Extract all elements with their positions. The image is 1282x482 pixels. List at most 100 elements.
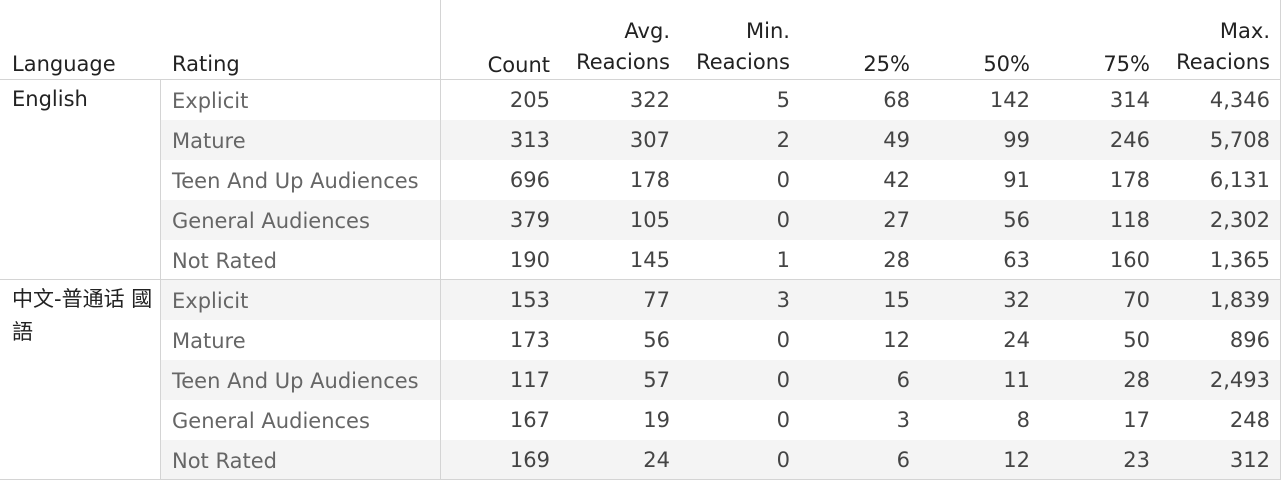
- group-divider: [0, 479, 1280, 480]
- cell-max: 1,365: [1209, 248, 1270, 272]
- header-avg-line1: Avg.: [624, 19, 670, 43]
- cell-min: 0: [776, 208, 790, 232]
- cell-p75: 70: [1123, 288, 1150, 312]
- cell-p75: 17: [1123, 408, 1150, 432]
- cell-p50: 142: [989, 88, 1030, 112]
- cell-avg: 307: [629, 128, 670, 152]
- cell-max: 1,839: [1209, 288, 1270, 312]
- cell-p25: 42: [883, 168, 910, 192]
- rating-cell: Not Rated: [172, 449, 277, 473]
- cell-count: 379: [509, 208, 550, 232]
- cell-avg: 77: [643, 288, 670, 312]
- cell-p75: 160: [1109, 248, 1150, 272]
- cell-p75: 246: [1109, 128, 1150, 152]
- cell-p50: 24: [1003, 328, 1030, 352]
- cell-p50: 99: [1003, 128, 1030, 152]
- cell-count: 696: [509, 168, 550, 192]
- header-min-line2: Reacions: [696, 50, 790, 74]
- cell-p75: 178: [1109, 168, 1150, 192]
- rating-cell: Teen And Up Audiences: [172, 369, 419, 393]
- cell-p25: 6: [896, 368, 910, 392]
- cell-p25: 68: [883, 88, 910, 112]
- cell-max: 4,346: [1209, 88, 1270, 112]
- cell-max: 6,131: [1209, 168, 1270, 192]
- rating-cell: Not Rated: [172, 249, 277, 273]
- header-count: Count: [487, 53, 550, 77]
- cell-min: 0: [776, 168, 790, 192]
- cell-p25: 12: [883, 328, 910, 352]
- cell-p25: 28: [883, 248, 910, 272]
- cell-count: 117: [509, 368, 550, 392]
- cell-avg: 57: [643, 368, 670, 392]
- cell-avg: 105: [629, 208, 670, 232]
- header-p75: 75%: [1103, 52, 1150, 76]
- dim-divider: [440, 0, 441, 480]
- rating-cell: Explicit: [172, 289, 249, 313]
- cell-p50: 63: [1003, 248, 1030, 272]
- right-border: [1280, 0, 1281, 480]
- header-rating: Rating: [172, 52, 240, 76]
- language-label: English: [12, 87, 88, 111]
- cell-p75: 23: [1123, 448, 1150, 472]
- cell-avg: 178: [629, 168, 670, 192]
- cell-p50: 91: [1003, 168, 1030, 192]
- header-min-line1: Min.: [746, 19, 790, 43]
- cell-avg: 19: [643, 408, 670, 432]
- cell-count: 205: [509, 88, 550, 112]
- cell-p75: 118: [1109, 208, 1150, 232]
- header-max-line1: Max.: [1219, 19, 1270, 43]
- rating-cell: Mature: [172, 329, 246, 353]
- cell-p50: 32: [1003, 288, 1030, 312]
- cell-min: 1: [776, 248, 790, 272]
- rating-cell: General Audiences: [172, 209, 370, 233]
- cell-avg: 145: [629, 248, 670, 272]
- cell-max: 312: [1229, 448, 1270, 472]
- cell-count: 313: [509, 128, 550, 152]
- row-stripe: [160, 280, 1280, 320]
- header-p50: 50%: [983, 52, 1030, 76]
- rating-column-divider: [160, 80, 161, 480]
- language-label: 中文-普通话 國語: [12, 287, 153, 344]
- row-stripe: [160, 360, 1280, 400]
- cell-min: 3: [776, 288, 790, 312]
- row-stripe: [160, 200, 1280, 240]
- row-stripe: [160, 440, 1280, 480]
- cell-max: 896: [1229, 328, 1270, 352]
- cell-p75: 314: [1109, 88, 1150, 112]
- rating-cell: Mature: [172, 129, 246, 153]
- cell-max: 5,708: [1209, 128, 1270, 152]
- cell-p25: 27: [883, 208, 910, 232]
- cell-count: 173: [509, 328, 550, 352]
- cell-p75: 28: [1123, 368, 1150, 392]
- cell-min: 0: [776, 448, 790, 472]
- row-stripe: [160, 120, 1280, 160]
- cell-max: 248: [1229, 408, 1270, 432]
- cell-min: 0: [776, 368, 790, 392]
- cell-avg: 24: [643, 448, 670, 472]
- rating-cell: Teen And Up Audiences: [172, 169, 419, 193]
- cell-count: 167: [509, 408, 550, 432]
- cell-min: 0: [776, 408, 790, 432]
- cell-avg: 56: [643, 328, 670, 352]
- cell-count: 153: [509, 288, 550, 312]
- header-language: Language: [12, 52, 116, 76]
- cell-min: 5: [776, 88, 790, 112]
- cell-p25: 49: [883, 128, 910, 152]
- cell-p75: 50: [1123, 328, 1150, 352]
- cell-p50: 8: [1016, 408, 1030, 432]
- rating-cell: General Audiences: [172, 409, 370, 433]
- cell-p25: 15: [883, 288, 910, 312]
- cell-count: 190: [509, 248, 550, 272]
- header-avg-line2: Reacions: [576, 50, 670, 74]
- rating-cell: Explicit: [172, 89, 249, 113]
- cell-min: 2: [776, 128, 790, 152]
- cell-p50: 56: [1003, 208, 1030, 232]
- cell-p25: 6: [896, 448, 910, 472]
- cell-p50: 11: [1003, 368, 1030, 392]
- cell-p25: 3: [896, 408, 910, 432]
- cell-min: 0: [776, 328, 790, 352]
- header-max-line2: Reacions: [1176, 50, 1270, 74]
- cell-max: 2,302: [1209, 208, 1270, 232]
- cell-count: 169: [509, 448, 550, 472]
